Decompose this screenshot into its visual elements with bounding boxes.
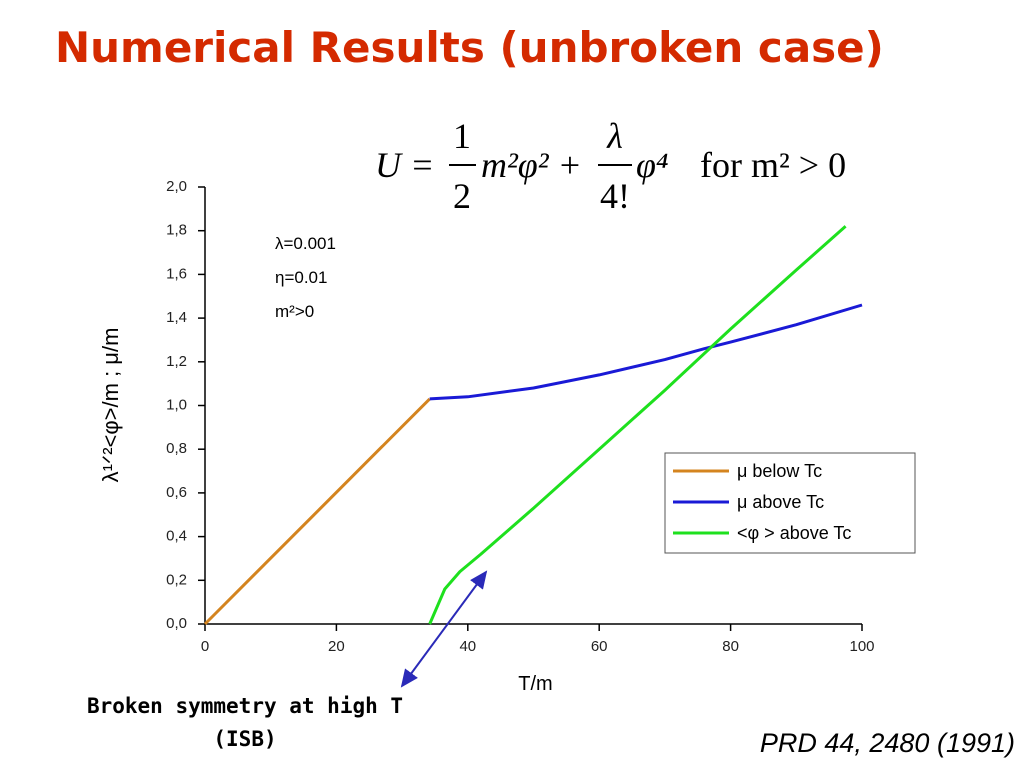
reference: PRD 44, 2480 (1991) xyxy=(760,728,1015,758)
y-tick-label: 1,0 xyxy=(166,396,187,413)
legend-label: μ above Tc xyxy=(737,492,824,512)
x-tick-label: 0 xyxy=(201,638,209,655)
callout-text: (ISB) xyxy=(213,727,276,751)
annotation: λ=0.001 xyxy=(275,234,336,253)
y-tick-label: 0,6 xyxy=(166,484,187,501)
eq-num: 1 xyxy=(453,116,471,156)
eq-condition: for m² > 0 xyxy=(700,145,846,185)
x-tick-label: 60 xyxy=(591,638,608,655)
y-tick-label: 0,4 xyxy=(166,528,187,545)
eq-den: 4! xyxy=(600,176,630,216)
eq-term: φ⁴ xyxy=(636,145,668,185)
y-tick-label: 0,8 xyxy=(166,440,187,457)
eq-term: m²φ² + xyxy=(481,145,582,185)
y-axis-label: λ¹ᐟ²<φ>/m ; μ/m xyxy=(98,328,123,483)
eq-num: λ xyxy=(606,116,623,156)
slide-title: Numerical Results (unbroken case) xyxy=(55,23,884,72)
x-tick-label: 20 xyxy=(328,638,345,655)
callout-arrow xyxy=(400,570,488,688)
equation: U = 1 2 m²φ² + λ 4! φ⁴ for m² > 0 xyxy=(375,116,846,216)
y-tick-label: 1,2 xyxy=(166,353,187,370)
eq-den: 2 xyxy=(453,176,471,216)
callout-text: Broken symmetry at high T xyxy=(87,694,403,718)
series-line xyxy=(429,303,863,401)
y-tick-label: 2,0 xyxy=(166,178,187,195)
y-tick-label: 1,4 xyxy=(166,309,187,326)
y-tick-label: 0,2 xyxy=(166,571,187,588)
x-tick-label: 100 xyxy=(849,638,874,655)
chart: 0,0 0,2 0,4 0,6 0,8 1,0 1,2 1,4 1,6 1,8 2,0 0 20 40 60… xyxy=(98,178,916,695)
x-tick-label: 40 xyxy=(459,638,476,655)
y-tick-label: 0,0 xyxy=(166,615,187,632)
legend-label: μ below Tc xyxy=(737,461,822,481)
annotation: η=0.01 xyxy=(275,268,327,287)
x-tick-label: 80 xyxy=(722,638,739,655)
eq-lhs: U = xyxy=(375,145,434,185)
x-axis-label: T/m xyxy=(518,673,552,695)
series-line xyxy=(203,397,431,626)
y-tick-label: 1,8 xyxy=(166,222,187,239)
y-tick-label: 1,6 xyxy=(166,265,187,282)
annotation: m²>0 xyxy=(275,302,314,321)
legend-label: <φ > above Tc xyxy=(737,523,851,543)
